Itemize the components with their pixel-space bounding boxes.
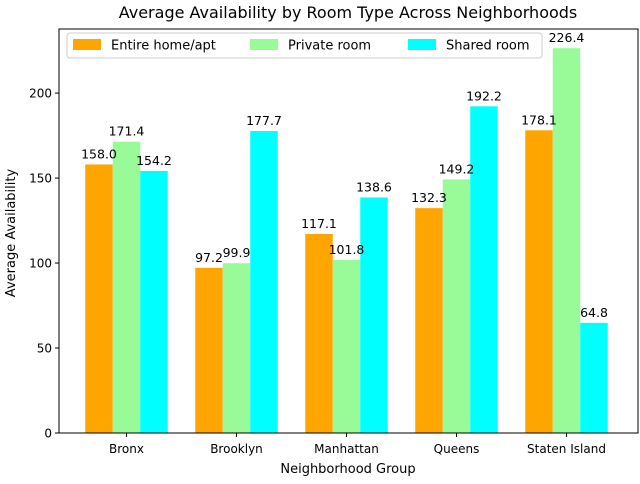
bar-queens-private-room [442, 179, 471, 433]
bar-value-label: 101.8 [329, 242, 365, 257]
bar-value-label: 132.3 [411, 190, 447, 205]
bar-bronx-shared-room [140, 170, 168, 434]
x-tick-label: Bronx [109, 442, 144, 456]
bar-brooklyn-private-room [222, 263, 251, 433]
bar-manhattan-private-room [332, 259, 361, 433]
bar-manhattan-entire-home-apt [305, 233, 333, 433]
y-axis: 0 50 100 150 200 [29, 87, 59, 441]
legend-swatch [73, 39, 101, 50]
bar-value-label: 97.2 [195, 250, 223, 265]
chart-title: Average Availability by Room Type Across… [119, 3, 578, 22]
bar-value-label: 226.4 [549, 30, 585, 45]
legend-label: Shared room [446, 39, 530, 54]
bar-staten-island-private-room [552, 48, 581, 434]
bar-value-label: 158.0 [81, 146, 117, 161]
x-axis-label: Neighborhood Group [280, 462, 415, 477]
legend-label: Entire home/apt [111, 39, 216, 54]
legend-swatch [250, 39, 278, 50]
x-tick-label: Brooklyn [210, 442, 263, 456]
y-tick-label: 200 [29, 87, 52, 101]
bar-value-label: 154.2 [136, 153, 172, 168]
y-axis-label: Average Availability [4, 169, 19, 298]
bar-bronx-private-room [112, 141, 141, 433]
bar-labels-group: 158.0 171.4 154.2 97.2 99.9 177.7 117.1 101.8 13… [81, 30, 608, 320]
bars-group [85, 48, 608, 434]
y-tick-label: 50 [37, 342, 52, 356]
bar-value-label: 149.2 [439, 161, 475, 176]
bar-queens-entire-home-apt [415, 208, 443, 433]
legend-swatch [408, 39, 436, 50]
bar-value-label: 171.4 [109, 124, 145, 139]
y-tick-label: 0 [44, 427, 52, 441]
bar-value-label: 138.6 [356, 179, 392, 194]
bar-manhattan-shared-room [360, 197, 388, 433]
x-tick-label: Manhattan [314, 442, 379, 456]
x-axis: Bronx Brooklyn Manhattan Queens Staten Islan… [109, 433, 606, 456]
bar-brooklyn-shared-room [250, 130, 278, 434]
bar-bronx-entire-home-apt [85, 164, 113, 433]
y-tick-label: 150 [29, 172, 52, 186]
bar-staten-island-shared-room [580, 322, 608, 433]
bar-staten-island-entire-home-apt [525, 130, 553, 434]
legend: Entire home/apt Private room Shared room [66, 32, 543, 59]
bar-value-label: 178.1 [521, 112, 557, 127]
bar-value-label: 117.1 [301, 216, 337, 231]
bar-value-label: 99.9 [223, 245, 251, 260]
legend-label: Private room [288, 39, 371, 54]
bar-queens-shared-room [470, 106, 498, 433]
bar-value-label: 177.7 [246, 113, 282, 128]
plot-frame [58, 28, 639, 434]
x-tick-label: Staten Island [527, 442, 606, 456]
bar-value-label: 64.8 [580, 305, 608, 320]
bar-brooklyn-entire-home-apt [195, 267, 223, 433]
y-tick-label: 100 [29, 257, 52, 271]
bar-value-label: 192.2 [466, 88, 502, 103]
x-tick-label: Queens [434, 442, 480, 456]
